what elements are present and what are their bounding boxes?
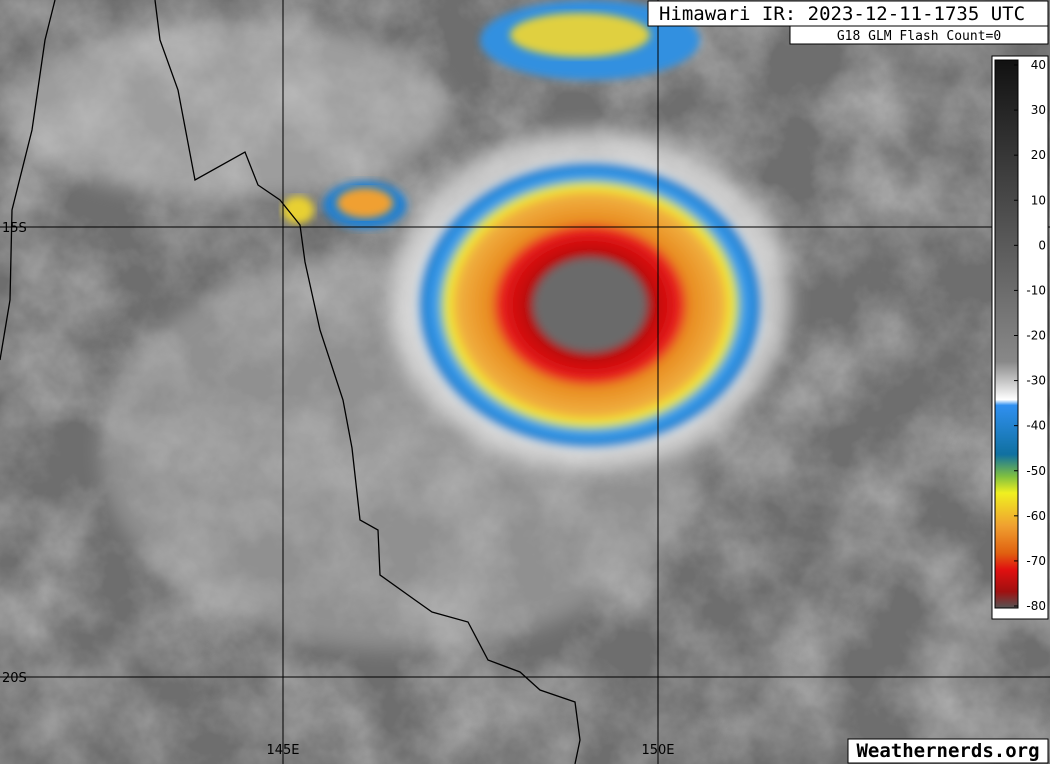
colorbar-tick-label: -50	[1026, 464, 1046, 478]
colorbar-tick-label: 20	[1031, 148, 1046, 162]
colorbar-tick-label: -30	[1026, 374, 1046, 388]
colorbar-tick-label: 30	[1031, 103, 1046, 117]
colorbar-tick-label: -20	[1026, 329, 1046, 343]
colorbar-tick-label: 0	[1038, 238, 1046, 252]
lon-label: 150E	[641, 743, 674, 758]
lon-label: 145E	[266, 743, 299, 758]
colorbar-tick-label: -70	[1026, 554, 1046, 568]
subtitle: G18 GLM Flash Count=0	[837, 29, 1001, 44]
cloud-band	[10, 20, 450, 200]
colorbar	[994, 59, 1019, 609]
colorbar-tick-label: -10	[1026, 283, 1046, 297]
coastline	[0, 0, 56, 361]
cloud-top	[510, 13, 650, 57]
coastline	[154, 0, 581, 764]
watermark: Weathernerds.org	[856, 740, 1039, 762]
colorbar-tick-label: 40	[1031, 58, 1046, 72]
storm-core	[412, 157, 768, 453]
colorbar-tick-label: -60	[1026, 509, 1046, 523]
title: Himawari IR: 2023-12-11-1735 UTC	[659, 3, 1025, 25]
cell	[282, 196, 314, 224]
colorbar-tick-label: 10	[1031, 193, 1046, 207]
watermark-box	[847, 738, 1049, 764]
colorbar-tick-label: -40	[1026, 419, 1046, 433]
cell	[337, 188, 393, 218]
lat-label: 15S	[2, 221, 27, 236]
lat-label: 20S	[2, 671, 27, 686]
colorbar-tick-label: -80	[1026, 599, 1046, 613]
subtitle-box	[789, 25, 1049, 45]
